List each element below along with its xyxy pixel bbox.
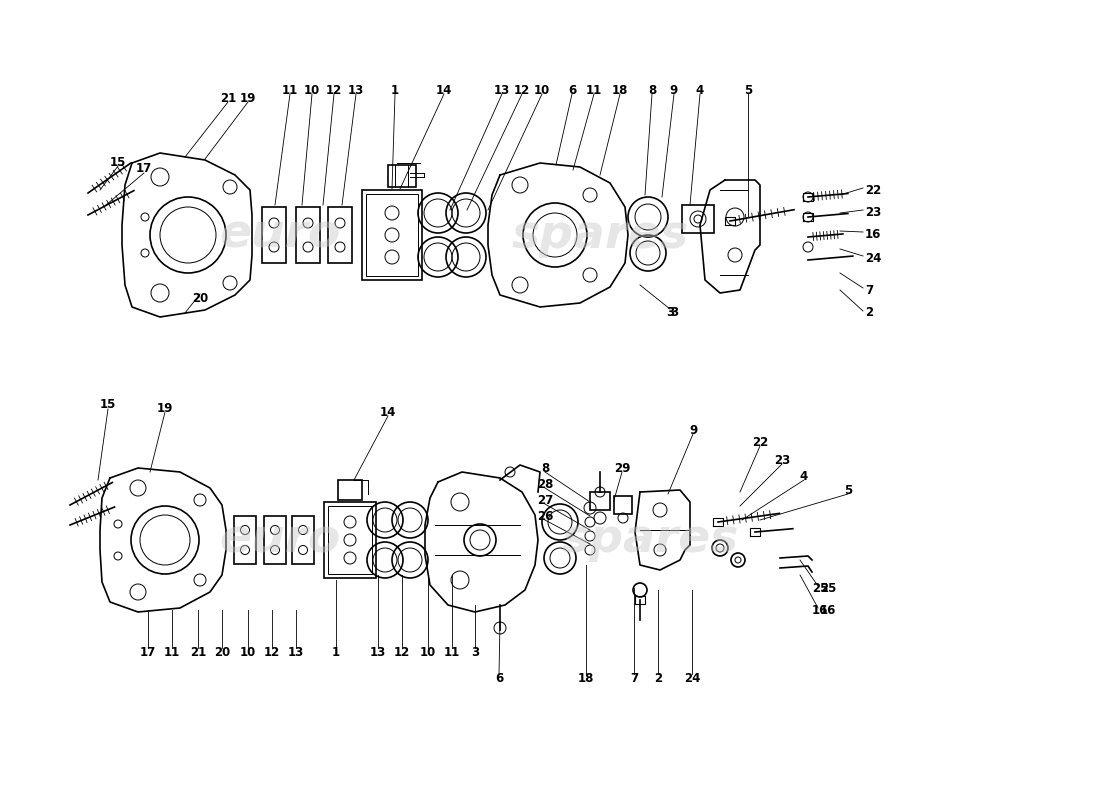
Text: 7: 7 [630,671,638,685]
Text: 11: 11 [444,646,460,658]
Text: 12: 12 [264,646,280,658]
Text: 15: 15 [100,398,117,411]
Bar [366,194,418,276]
Text: 6: 6 [495,671,503,685]
Text: spares: spares [512,213,689,258]
Text: 13: 13 [288,646,304,658]
Text: 9: 9 [689,423,697,437]
Text: 8: 8 [541,462,549,474]
Bar [388,165,416,187]
Text: 11: 11 [282,83,298,97]
Text: 10: 10 [240,646,256,658]
Text: 1: 1 [390,83,399,97]
Text: 10: 10 [304,83,320,97]
Text: 11: 11 [586,83,602,97]
Bar [292,516,313,564]
Text: 17: 17 [140,646,156,658]
Text: 11: 11 [164,646,180,658]
Text: 26: 26 [537,510,553,522]
Text: 13: 13 [494,83,510,97]
Text: 8: 8 [648,83,656,97]
Text: spares: spares [561,518,738,562]
Text: 5: 5 [844,483,852,497]
Text: 19: 19 [157,402,173,414]
Text: 9: 9 [670,83,678,97]
Text: 15: 15 [110,155,126,169]
Bar [362,190,422,280]
Text: 2: 2 [653,671,662,685]
Text: 24: 24 [684,671,701,685]
Text: 27: 27 [537,494,553,506]
Text: 5: 5 [744,83,752,97]
Text: 10: 10 [534,83,550,97]
Bar [324,502,376,578]
Text: euro: euro [219,518,341,562]
Text: 16: 16 [812,603,828,617]
Text: 18: 18 [578,671,594,685]
Text: 13: 13 [370,646,386,658]
Text: 4: 4 [800,470,808,482]
Text: 3: 3 [670,306,678,319]
Bar [328,506,372,574]
Text: 3: 3 [666,306,674,319]
Text: 18: 18 [612,83,628,97]
Text: 16: 16 [820,603,836,617]
Text: 12: 12 [514,83,530,97]
Text: 21: 21 [220,91,236,105]
Text: 16: 16 [865,227,881,241]
Bar [338,480,362,500]
Text: 25: 25 [820,582,836,594]
Bar [614,496,632,514]
Text: 20: 20 [213,646,230,658]
Text: 22: 22 [865,183,881,197]
Text: 21: 21 [190,646,206,658]
Text: 14: 14 [436,83,452,97]
Text: 14: 14 [379,406,396,418]
Text: 2: 2 [865,306,873,319]
Text: 12: 12 [394,646,410,658]
Bar [296,207,320,263]
Text: 25: 25 [812,582,828,594]
Text: 6: 6 [568,83,576,97]
Bar [264,516,286,564]
Text: 17: 17 [136,162,152,175]
Text: 10: 10 [420,646,436,658]
Text: 24: 24 [865,251,881,265]
Text: 29: 29 [614,462,630,474]
Bar [682,205,714,233]
Text: euro: euro [219,213,341,258]
Bar [234,516,256,564]
Text: 12: 12 [326,83,342,97]
Bar [328,207,352,263]
Text: 22: 22 [752,435,768,449]
Bar [262,207,286,263]
Text: 20: 20 [191,291,208,305]
Text: 28: 28 [537,478,553,490]
Text: 23: 23 [865,206,881,218]
Text: 23: 23 [774,454,790,466]
Text: 13: 13 [348,83,364,97]
Text: 19: 19 [240,91,256,105]
Text: 4: 4 [696,83,704,97]
Bar [590,492,610,510]
Text: 3: 3 [471,646,480,658]
Text: 1: 1 [332,646,340,658]
Text: 7: 7 [865,283,873,297]
